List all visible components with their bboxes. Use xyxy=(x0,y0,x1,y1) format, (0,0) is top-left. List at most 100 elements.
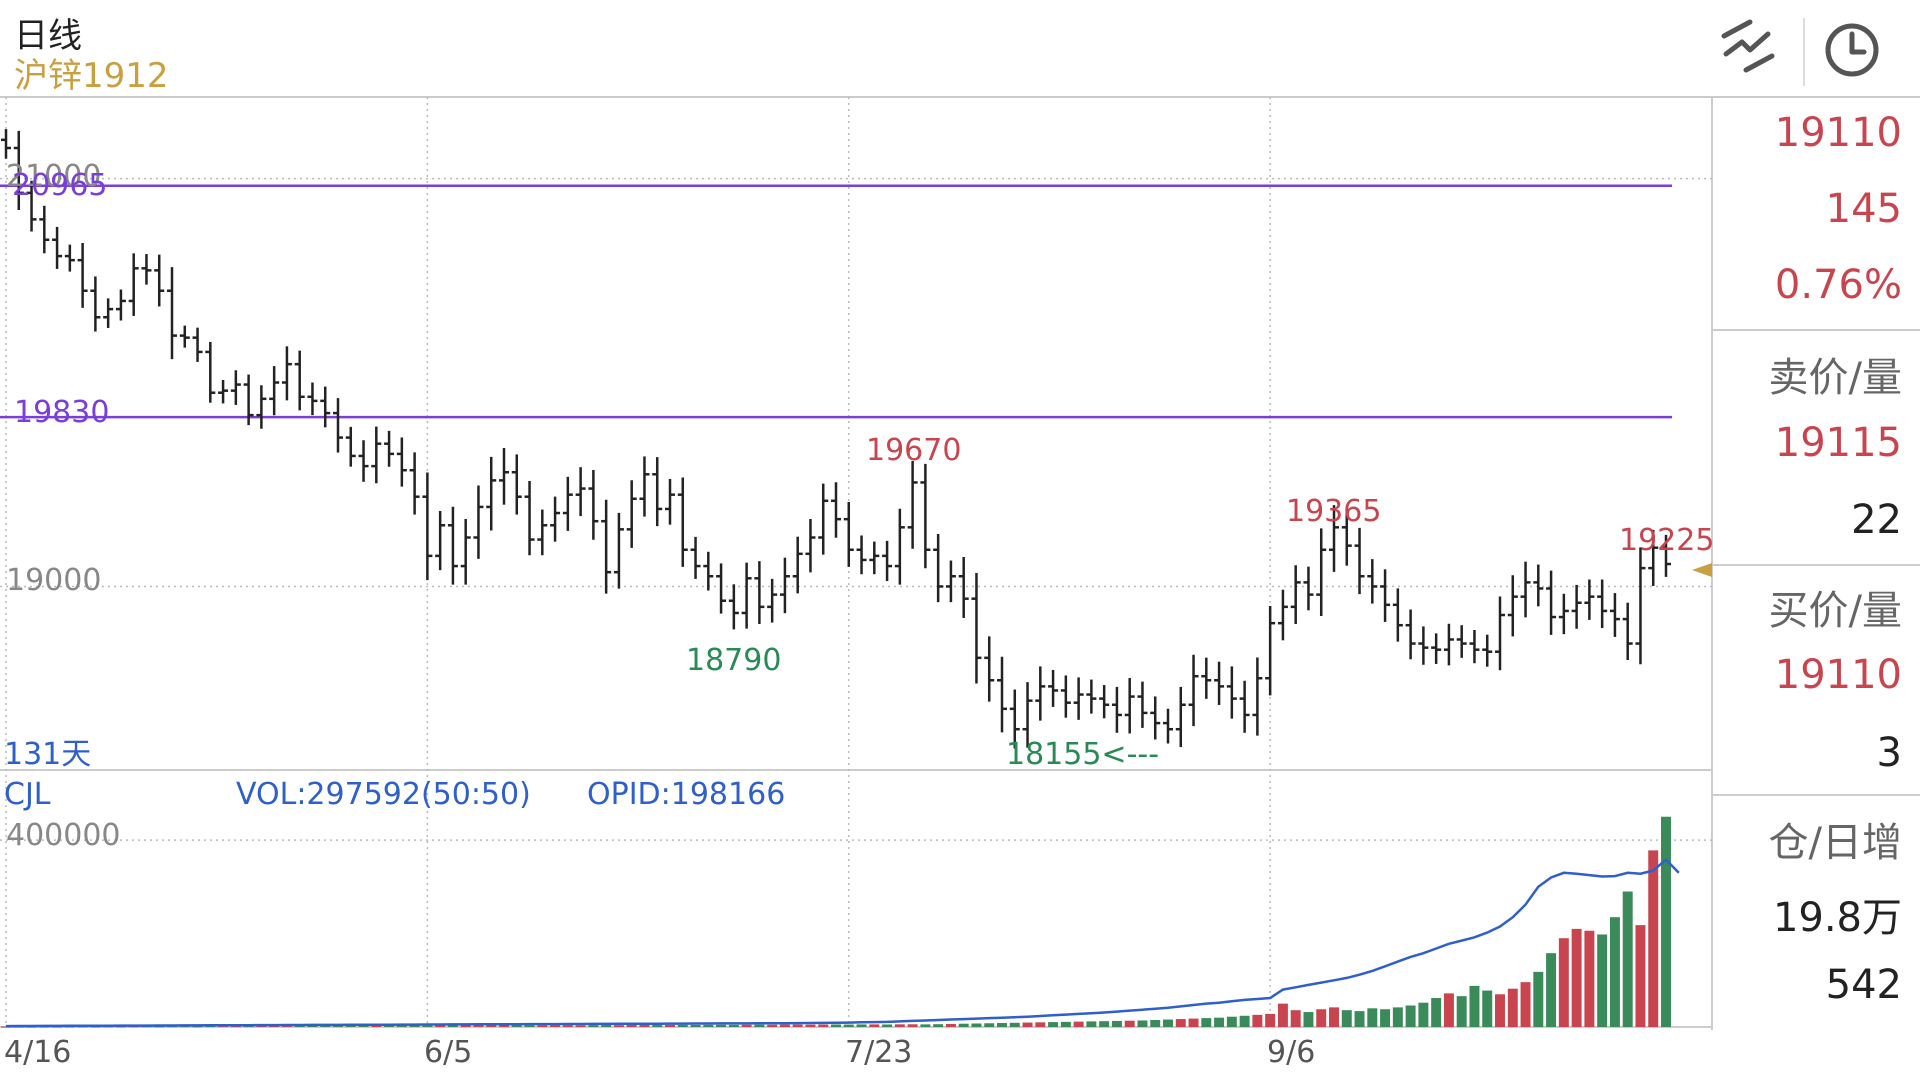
volume-bar xyxy=(1252,1014,1263,1027)
ohlc-bar xyxy=(205,341,216,403)
volume-bar xyxy=(831,1024,841,1027)
volume-bar xyxy=(1265,1013,1276,1027)
volume-bar xyxy=(1022,1022,1033,1027)
volume-bar xyxy=(869,1024,880,1027)
ohlc-bar xyxy=(869,541,880,575)
ohlc-bar xyxy=(39,205,50,254)
volume-bar xyxy=(1137,1020,1148,1027)
volume-bar xyxy=(1073,1021,1084,1027)
volume-panel-title: CJL xyxy=(4,777,51,812)
ohlc-bar xyxy=(741,562,752,629)
trend-line-tool-icon xyxy=(1721,19,1775,73)
ohlc-bar xyxy=(1329,505,1339,572)
ohlc-bar xyxy=(409,452,420,515)
ohlc-bar xyxy=(1443,623,1454,666)
annotation-high-19365: 19365 xyxy=(1286,494,1381,529)
bid-label: 买价/量 xyxy=(1768,588,1902,634)
price-tick-19000: 19000 xyxy=(6,563,101,598)
last-price: 19110 xyxy=(1774,110,1902,156)
open-interest-line xyxy=(5,857,1680,1028)
ohlc-bar xyxy=(703,551,714,591)
volume-bar xyxy=(1367,1008,1378,1027)
volume-bar xyxy=(1214,1017,1225,1027)
ohlc-bar xyxy=(1163,708,1173,744)
ohlc-bar xyxy=(447,506,458,585)
ohlc-bar xyxy=(499,447,509,505)
clock-icon xyxy=(1825,23,1879,77)
volume-bar xyxy=(1341,1010,1352,1027)
ask-volume: 22 xyxy=(1851,497,1902,543)
ohlc-bar xyxy=(1609,593,1620,637)
volume-readout: VOL:297592(50:50) xyxy=(236,777,531,812)
x-label-9-6: 9/6 xyxy=(1267,1035,1315,1070)
ohlc-bar xyxy=(77,243,88,308)
volume-bar xyxy=(639,1024,650,1027)
ohlc-bar xyxy=(1354,527,1365,595)
ohlc-bar xyxy=(1,129,11,159)
volume-bar xyxy=(958,1023,969,1027)
ohlc-bar xyxy=(933,534,944,603)
volume-bar xyxy=(1507,988,1518,1027)
ohlc-bar xyxy=(167,267,177,360)
annotation-low-18155: 18155<--- xyxy=(1006,737,1159,772)
ohlc-bar xyxy=(1622,602,1633,660)
volume-bar xyxy=(1571,928,1582,1027)
ohlc-bar xyxy=(1533,564,1544,607)
ohlc-bars[interactable] xyxy=(1,129,1671,749)
ohlc-bar xyxy=(1495,596,1505,671)
ohlc-bar xyxy=(537,509,548,556)
ohlc-bar xyxy=(243,374,254,426)
ohlc-bar xyxy=(575,467,586,517)
ohlc-bar xyxy=(1584,579,1595,620)
volume-bar xyxy=(230,1026,241,1028)
ohlc-bar xyxy=(920,463,931,569)
volume-bars[interactable] xyxy=(1,816,1671,1028)
volume-bar xyxy=(805,1024,816,1027)
ohlc-bar xyxy=(945,560,956,603)
ohlc-bar xyxy=(511,454,522,515)
ohlc-bar xyxy=(1124,678,1135,734)
ohlc-bar xyxy=(52,226,63,269)
ohlc-bar xyxy=(1597,579,1608,629)
volume-bar xyxy=(779,1024,790,1027)
annotation-high-19670: 19670 xyxy=(866,433,961,468)
ohlc-bar xyxy=(1635,547,1646,665)
ohlc-bar xyxy=(779,557,790,614)
period-label[interactable]: 日线 xyxy=(14,16,82,56)
volume-bar xyxy=(754,1024,765,1027)
ohlc-bar xyxy=(907,461,918,549)
ask-price[interactable]: 19115 xyxy=(1774,420,1902,466)
time-period-button[interactable] xyxy=(1820,18,1884,82)
bid-price[interactable]: 19110 xyxy=(1774,652,1902,698)
volume-bar xyxy=(856,1024,867,1027)
ohlc-bar xyxy=(562,476,573,531)
ohlc-bar xyxy=(103,298,114,328)
ohlc-bar xyxy=(1201,657,1212,699)
annotation-high-19225: 19225 xyxy=(1619,523,1714,558)
ohlc-bar xyxy=(179,325,190,348)
volume-bar xyxy=(933,1024,944,1027)
trend-line-tool-button[interactable] xyxy=(1716,14,1780,78)
horizontal-lines[interactable] xyxy=(0,184,1672,419)
ohlc-bar xyxy=(422,472,433,581)
ohlc-bar xyxy=(154,254,165,307)
volume-bar xyxy=(409,1025,420,1027)
open-interest-value: 19.8万 xyxy=(1772,895,1902,941)
volume-bar xyxy=(1622,891,1633,1027)
ohlc-bar xyxy=(1099,685,1110,719)
ohlc-bar xyxy=(396,437,407,487)
contract-name[interactable]: 沪锌1912 xyxy=(14,56,169,96)
volume-bar xyxy=(1635,925,1646,1027)
volume-bar xyxy=(1520,982,1531,1027)
volume-bar xyxy=(473,1025,484,1027)
volume-bar xyxy=(1226,1016,1237,1027)
volume-bar xyxy=(1392,1007,1403,1027)
volume-bar xyxy=(537,1025,548,1027)
ohlc-bar xyxy=(856,535,867,575)
ohlc-bar xyxy=(997,656,1007,733)
ohlc-bar xyxy=(831,482,841,538)
volume-bar xyxy=(1111,1020,1122,1027)
ohlc-bar xyxy=(716,563,727,614)
grid xyxy=(0,97,1712,1027)
